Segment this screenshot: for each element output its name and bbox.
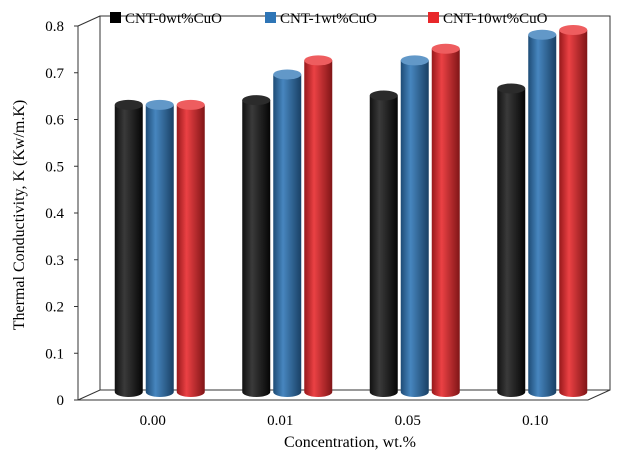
y-tick-label: 0.4 bbox=[45, 206, 64, 222]
bar bbox=[369, 90, 398, 397]
legend-item: CNT-10wt%CuO bbox=[428, 11, 548, 27]
legend-swatch bbox=[265, 12, 276, 23]
y-axis-ticks: 0 0.1 0.2 0.3 0.4 0.5 0.6 0.7 0.8 bbox=[45, 19, 78, 409]
bar bbox=[176, 99, 205, 397]
y-tick-label: 0.2 bbox=[45, 300, 64, 316]
y-tick-label: 0.5 bbox=[45, 159, 64, 175]
bar bbox=[114, 99, 143, 397]
x-tick-label: 0.00 bbox=[140, 413, 166, 429]
x-tick-label: 0.05 bbox=[395, 413, 421, 429]
legend-label: CNT-1wt%CuO bbox=[280, 11, 377, 27]
bar bbox=[145, 99, 174, 397]
floor bbox=[77, 389, 611, 401]
legend-item: CNT-1wt%CuO bbox=[265, 11, 377, 27]
y-tick-label: 0.1 bbox=[45, 346, 64, 362]
y-tick-label: 0 bbox=[57, 393, 65, 409]
y-axis-title: Thermal Conductivity, K (Kw/m.K) bbox=[11, 100, 28, 330]
bar bbox=[273, 69, 302, 397]
bar bbox=[431, 43, 460, 397]
bar bbox=[559, 25, 588, 398]
bar bbox=[400, 55, 429, 397]
legend-swatch bbox=[110, 12, 121, 23]
y-tick-label: 0.7 bbox=[45, 66, 64, 82]
bar bbox=[528, 29, 557, 397]
bar bbox=[304, 55, 333, 397]
y-tick-label: 0.3 bbox=[45, 253, 64, 269]
bar bbox=[497, 83, 526, 398]
legend-label: CNT-10wt%CuO bbox=[443, 11, 548, 27]
y-tick-label: 0.8 bbox=[45, 19, 64, 35]
top-left-edge bbox=[77, 15, 101, 27]
x-axis-title: Concentration, wt.% bbox=[284, 434, 416, 451]
y-tick-label: 0.6 bbox=[45, 113, 64, 129]
legend-swatch bbox=[428, 12, 439, 23]
legend-item: CNT-0wt%CuO bbox=[110, 11, 222, 27]
bar bbox=[242, 95, 271, 398]
legend-label: CNT-0wt%CuO bbox=[125, 11, 222, 27]
x-tick-label: 0.01 bbox=[267, 413, 293, 429]
legend: CNT-0wt%CuO CNT-1wt%CuO CNT-10wt%CuO bbox=[110, 11, 548, 27]
x-tick-label: 0.10 bbox=[522, 413, 548, 429]
bars bbox=[114, 25, 588, 398]
x-axis-ticks: 0.00 0.01 0.05 0.10 bbox=[140, 413, 549, 429]
